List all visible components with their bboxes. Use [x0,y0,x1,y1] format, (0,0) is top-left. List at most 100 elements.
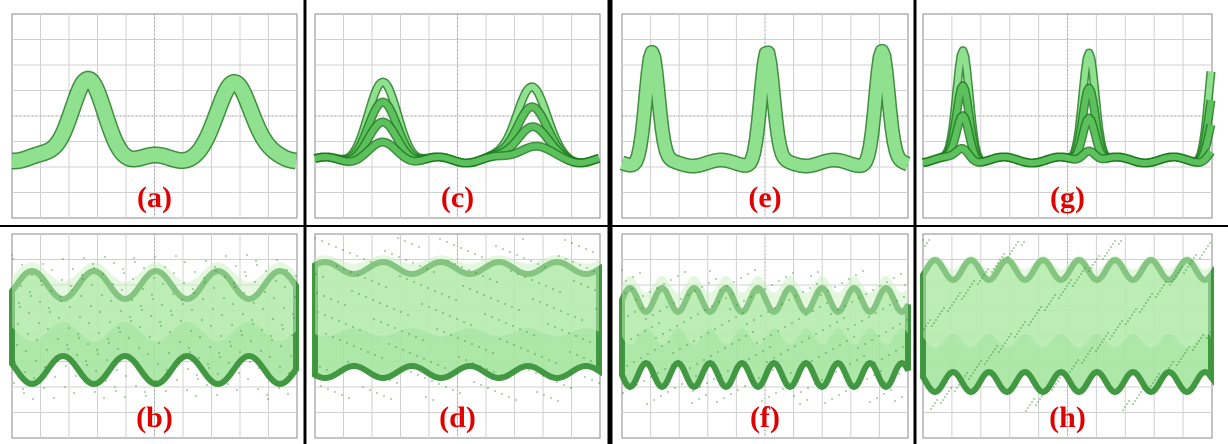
noise-dot [766,361,768,363]
noise-dot [1033,398,1035,400]
noise-dot [1114,240,1116,242]
noise-dot [658,322,660,324]
noise-dot [933,322,935,324]
noise-dot [176,379,178,381]
noise-dot [160,325,162,327]
panel: (f) [619,233,911,439]
noise-dot [57,338,59,340]
noise-dot [1144,385,1146,387]
noise-dot [511,306,513,308]
noise-dot [1041,395,1043,397]
noise-dot [464,340,466,342]
noise-dot [721,324,723,326]
noise-dot [795,295,797,297]
noise-dot [573,280,575,282]
noise-dot [1015,244,1017,246]
noise-dot [936,399,938,401]
noise-dot [1202,334,1204,336]
noise-dot [928,239,930,241]
noise-dot [869,401,871,403]
noise-dot [1187,266,1189,268]
noise-dot [219,356,221,358]
noise-dot [524,276,526,278]
noise-dot [1038,309,1040,311]
noise-dot [225,255,227,257]
noise-dot [434,290,436,292]
noise-dot [408,333,410,335]
noise-dot [16,344,18,346]
noise-dot [425,396,427,398]
noise-dot [1080,273,1082,275]
noise-dot [1082,270,1084,272]
divider [303,0,307,444]
noise-dot [735,316,737,318]
noise-dot [1035,404,1037,406]
noise-dot [419,265,421,267]
noise-dot [491,316,493,318]
noise-dot [1058,297,1060,299]
noise-dot [681,383,683,385]
panel-label: (d) [439,401,476,434]
noise-dot [1009,253,1011,255]
noise-dot [320,385,322,387]
panel: (d) [312,233,602,439]
noise-dot [596,344,598,346]
noise-dot [76,354,78,356]
noise-dot [411,243,413,245]
noise-dot [734,366,736,368]
noise-dot [535,372,537,374]
noise-dot [949,307,951,309]
noise-dot [568,332,570,334]
noise-dot [232,303,234,305]
noise-dot [334,391,336,393]
noise-dot [496,281,498,283]
noise-dot [48,307,50,309]
noise-dot [582,338,584,340]
noise-dot [868,316,870,318]
panel: (e) [616,13,914,219]
noise-dot [1060,294,1062,296]
divider [607,0,613,444]
noise-dot [367,351,369,353]
noise-dot [815,333,817,335]
noise-dot [984,363,986,365]
noise-dot [578,245,580,247]
noise-dot [770,334,772,336]
noise-dot [261,329,263,331]
noise-dot [1203,251,1205,253]
noise-dot [157,363,159,365]
noise-dot [743,300,745,302]
noise-dot [335,246,337,248]
noise-dot [502,248,504,250]
noise-dot [660,395,662,397]
noise-dot [371,280,373,282]
noise-dot [706,382,708,384]
noise-dot [856,359,858,361]
noise-dot [1119,323,1121,325]
panel: (c) [312,13,602,219]
noise-dot [399,275,401,277]
noise-dot [944,396,946,398]
noise-dot [629,388,631,390]
noise-dot [705,394,707,396]
noise-dot [337,301,339,303]
noise-dot [398,256,400,258]
noise-dot [17,323,19,325]
noise-dot [1179,269,1181,271]
noise-dot [1152,382,1154,384]
noise-dot [736,304,738,306]
noise-dot [195,395,197,397]
noise-dot [389,379,391,381]
noise-dot [12,258,14,260]
noise-dot [659,310,661,312]
noise-dot [416,355,418,357]
noise-dot [688,379,690,381]
noise-dot [764,288,766,290]
noise-dot [829,325,831,327]
noise-dot [990,354,992,356]
noise-dot [993,268,995,270]
noise-dot [497,300,499,302]
noise-dot [47,328,49,330]
noise-dot [105,380,107,382]
